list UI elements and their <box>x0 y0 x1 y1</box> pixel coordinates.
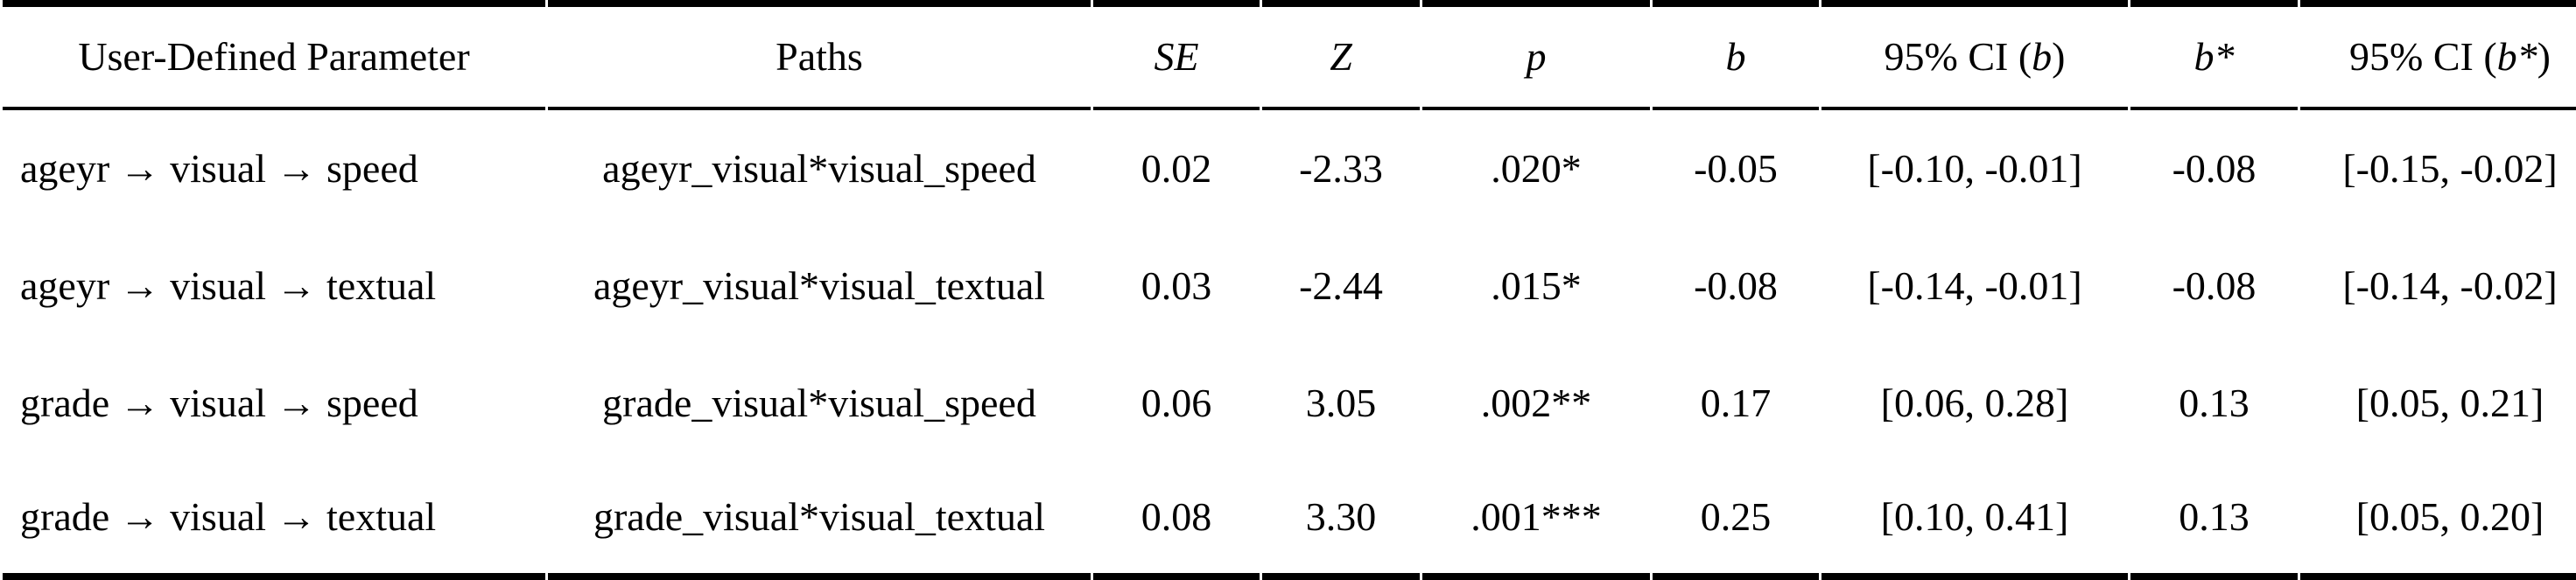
cell-param: grade → visual → speed <box>20 381 418 426</box>
cell-p: .001*** <box>1422 463 1650 580</box>
cell-p: .020* <box>1491 145 1582 191</box>
col-header-b: b <box>1653 0 1819 110</box>
table-row: ageyr → visual → speed ageyr_visual*visu… <box>3 110 2576 227</box>
cell-paths: ageyr_visual*visual_textual <box>593 262 1046 308</box>
cell-ci-b-star: [-0.15, -0.02] <box>2342 145 2558 191</box>
cell-ci-b-star: [0.05, 0.20] <box>2300 463 2576 580</box>
cell-se: 0.02 <box>1141 145 1212 191</box>
col-header-p: p <box>1422 0 1650 110</box>
cell-b-star: -0.08 <box>2172 145 2257 191</box>
cell-se: 0.08 <box>1093 463 1260 580</box>
cell-paths: ageyr_visual*visual_speed <box>602 145 1036 191</box>
cell-z: 3.30 <box>1262 463 1420 580</box>
cell-param: ageyr → visual → speed <box>20 145 418 191</box>
cell-b: -0.05 <box>1694 145 1778 191</box>
cell-ci-b-star: [0.05, 0.21] <box>2355 381 2544 426</box>
ci-b-prefix: 95% CI ( <box>1884 33 2032 79</box>
cell-b: -0.08 <box>1694 262 1778 308</box>
cell-se: 0.06 <box>1141 381 1212 426</box>
cell-b-star: 0.13 <box>2179 381 2250 426</box>
col-header-se: SE <box>1093 0 1260 110</box>
col-header-ci-b: 95% CI (b) <box>1821 0 2128 110</box>
col-header-param: User-Defined Parameter <box>3 0 545 110</box>
cell-p: .002** <box>1480 381 1592 426</box>
table-row: grade → visual → speed grade_visual*visu… <box>3 346 2576 463</box>
cell-b: 0.25 <box>1653 463 1819 580</box>
cell-b-star: -0.08 <box>2172 262 2257 308</box>
cell-ci-b: [0.10, 0.41] <box>1821 463 2128 580</box>
cell-z: -2.44 <box>1299 262 1383 308</box>
cell-b: 0.17 <box>1700 381 1772 426</box>
col-header-z: Z <box>1262 0 1420 110</box>
ci-b-star-prefix: 95% CI ( <box>2349 33 2497 79</box>
col-header-ci-b-star: 95% CI (b*) <box>2300 0 2576 110</box>
cell-param: grade → visual → textual <box>3 463 545 580</box>
cell-ci-b: [0.06, 0.28] <box>1880 381 2069 426</box>
cell-paths: grade_visual*visual_textual <box>548 463 1091 580</box>
cell-p: .015* <box>1491 262 1582 308</box>
ci-b-suffix: ) <box>2052 33 2066 79</box>
ci-b-star-symbol: b* <box>2496 33 2537 79</box>
col-header-b-star: b* <box>2130 0 2298 110</box>
cell-ci-b: [-0.10, -0.01] <box>1867 145 2082 191</box>
cell-ci-b: [-0.14, -0.01] <box>1867 262 2082 308</box>
cell-z: 3.05 <box>1305 381 1377 426</box>
ci-b-star-suffix: ) <box>2537 33 2551 79</box>
cell-ci-b-star: [-0.14, -0.02] <box>2342 262 2558 308</box>
cell-param: ageyr → visual → textual <box>20 262 437 308</box>
cell-z: -2.33 <box>1299 145 1383 191</box>
cell-paths: grade_visual*visual_speed <box>602 381 1036 426</box>
header-row: User-Defined Parameter Paths SE Z p b 95… <box>3 0 2576 110</box>
ci-b-symbol: b <box>2032 33 2053 79</box>
table-row: grade → visual → textual grade_visual*vi… <box>3 463 2576 580</box>
col-header-paths: Paths <box>548 0 1091 110</box>
cell-b-star: 0.13 <box>2130 463 2298 580</box>
table-row: ageyr → visual → textual ageyr_visual*vi… <box>3 227 2576 345</box>
cell-se: 0.03 <box>1141 262 1212 308</box>
